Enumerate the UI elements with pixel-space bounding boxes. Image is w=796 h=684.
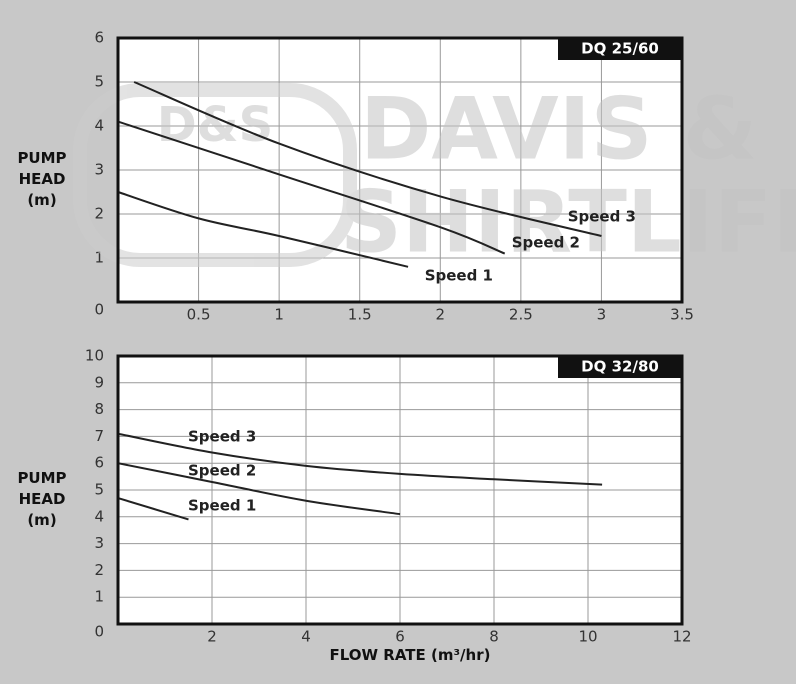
y-tick-label: 0 [94,301,104,319]
series-line [117,462,401,516]
y-tick-label: 2 [94,561,104,579]
y-tick-label: 3 [94,161,104,179]
y-tick-label: 5 [94,481,104,499]
x-tick-label: 2 [207,628,217,646]
x-tick-label: 0.5 [187,306,211,324]
chart-title: DQ 32/80 [581,358,659,376]
y-axis-label: PUMP HEAD (m) [17,149,67,209]
series-line [117,120,506,255]
y-tick-label: 4 [94,507,104,525]
watermark-badge-shape [73,83,357,267]
y-axis-label: PUMP HEAD (m) [17,469,67,529]
x-tick-label: 1.5 [348,306,372,324]
y-tick-label: 9 [94,373,104,391]
series-line [117,191,409,268]
y-tick-label: 5 [94,73,104,91]
plot-border [116,354,684,626]
y-tick-label: 2 [94,205,104,223]
y-tick-label: 1 [94,588,104,606]
x-tick-label: 4 [301,628,311,646]
x-tick-label: 6 [395,628,405,646]
series-label: Speed 2 [512,234,580,252]
y-tick-label: 7 [94,427,104,445]
y-tick-label: 10 [85,347,104,365]
y-tick-label: 8 [94,400,104,418]
series-label: Speed 1 [425,267,493,285]
x-tick-label: 12 [672,628,691,646]
x-tick-label: 1 [274,306,284,324]
y-tick-label: 3 [94,534,104,552]
watermark: D&S DAVIS &SHIRTLIFF [73,79,796,272]
x-tick-label: 8 [489,628,499,646]
series-line [133,81,602,237]
series-label: Speed 1 [188,497,256,515]
series-label: Speed 2 [188,462,256,480]
series-label: Speed 3 [188,428,256,446]
y-tick-label: 4 [94,117,104,135]
x-tick-label: 3.5 [670,306,694,324]
y-tick-label: 0 [94,623,104,641]
x-tick-label: 2.5 [509,306,533,324]
watermark-text: DAVIS & [360,79,758,179]
x-axis-label: FLOW RATE (m³/hr) [329,646,491,664]
watermark-badge: D&S [157,97,273,153]
series-label: Speed 3 [568,208,636,226]
plot-border [116,36,684,304]
series-line [117,432,603,486]
series-line [117,497,189,521]
x-tick-label: 2 [436,306,446,324]
x-tick-label: 3 [597,306,607,324]
title-box [558,38,682,60]
y-tick-label: 6 [94,29,104,47]
y-tick-label: 1 [94,249,104,267]
x-tick-label: 10 [578,628,597,646]
chart-title: DQ 25/60 [581,40,659,58]
title-box [558,356,682,378]
y-tick-label: 6 [94,454,104,472]
